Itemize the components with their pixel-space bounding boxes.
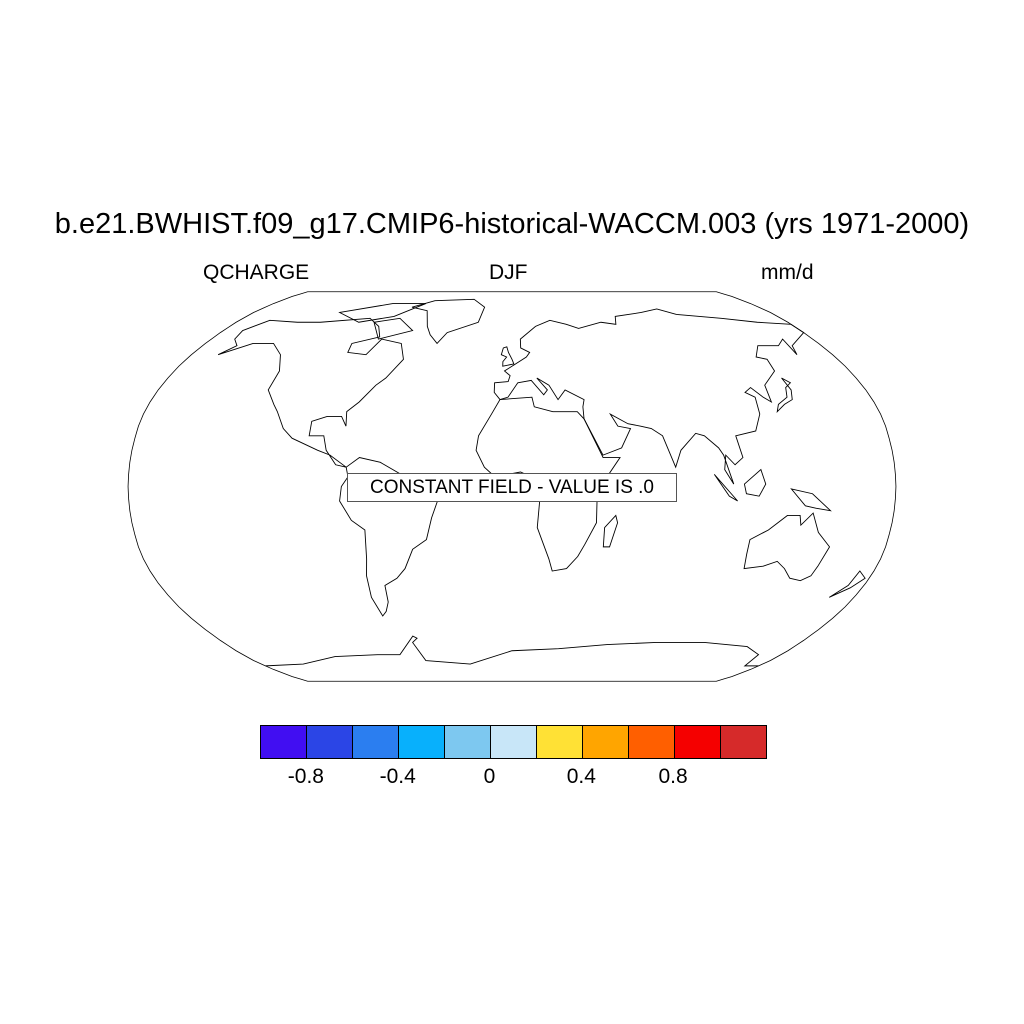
coastline [338, 303, 427, 323]
colorbar-tick-label: 0.8 [658, 765, 688, 788]
coastline [411, 298, 486, 345]
coastline [373, 317, 414, 340]
coastline [265, 635, 760, 667]
coastline [602, 514, 619, 548]
colorbar-box-5 [491, 726, 537, 758]
colorbar-tick-label: 0.4 [566, 765, 596, 788]
colorbar-tick-label: 0 [483, 765, 496, 788]
colorbar-box-0 [261, 726, 307, 758]
colorbar-tick-label: -0.4 [379, 765, 416, 788]
colorbar-box-8 [629, 726, 675, 758]
map-boundary [127, 291, 897, 682]
coastline [713, 474, 738, 502]
constant-field-message: CONSTANT FIELD - VALUE IS .0 [347, 473, 677, 502]
coastline [790, 488, 832, 512]
colorbar-box-3 [399, 726, 445, 758]
colorbar [260, 725, 767, 759]
coastline [743, 512, 831, 582]
colorbar-box-4 [445, 726, 491, 758]
colorbar-box-2 [353, 726, 399, 758]
right-subtitle: mm/d [761, 261, 814, 284]
colorbar-tick-label: -0.8 [287, 765, 324, 788]
coastline [493, 308, 805, 485]
colorbar-box-10 [721, 726, 766, 758]
coastline [776, 377, 793, 413]
plot-title: b.e21.BWHIST.f09_g17.CMIP6-historical-WA… [54, 208, 970, 240]
colorbar-box-6 [537, 726, 583, 758]
colorbar-box-1 [307, 726, 353, 758]
coastline [500, 346, 515, 367]
colorbar-box-7 [583, 726, 629, 758]
coastline [828, 570, 866, 598]
colorbar-box-9 [675, 726, 721, 758]
coastline [743, 468, 767, 497]
left-subtitle: QCHARGE [203, 261, 310, 284]
center-subtitle: DJF [489, 261, 528, 284]
coastline [217, 317, 404, 468]
